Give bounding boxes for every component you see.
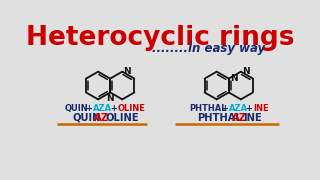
Text: +: + — [108, 104, 121, 113]
Text: INE: INE — [244, 113, 262, 123]
Text: PHTHAL: PHTHAL — [190, 104, 227, 113]
Text: N: N — [106, 94, 114, 103]
Text: N: N — [124, 67, 131, 76]
Text: ........in easy way: ........in easy way — [152, 42, 266, 55]
Text: +: + — [244, 104, 256, 113]
Text: AZA: AZA — [93, 104, 112, 113]
Text: QUIN: QUIN — [72, 113, 100, 123]
Text: Heterocyclic rings: Heterocyclic rings — [26, 25, 294, 51]
Text: AZ: AZ — [232, 113, 247, 123]
Text: OLINE: OLINE — [118, 104, 146, 113]
Text: +: + — [219, 104, 231, 113]
Text: INE: INE — [253, 104, 269, 113]
Text: OLINE: OLINE — [106, 113, 140, 123]
Text: AZ: AZ — [94, 113, 109, 123]
Text: N: N — [242, 67, 250, 76]
Text: PHTHAL: PHTHAL — [197, 113, 242, 123]
Text: +: + — [83, 104, 96, 113]
Text: AZA: AZA — [228, 104, 248, 113]
Text: N: N — [230, 74, 237, 83]
Text: QUIN: QUIN — [65, 104, 88, 113]
